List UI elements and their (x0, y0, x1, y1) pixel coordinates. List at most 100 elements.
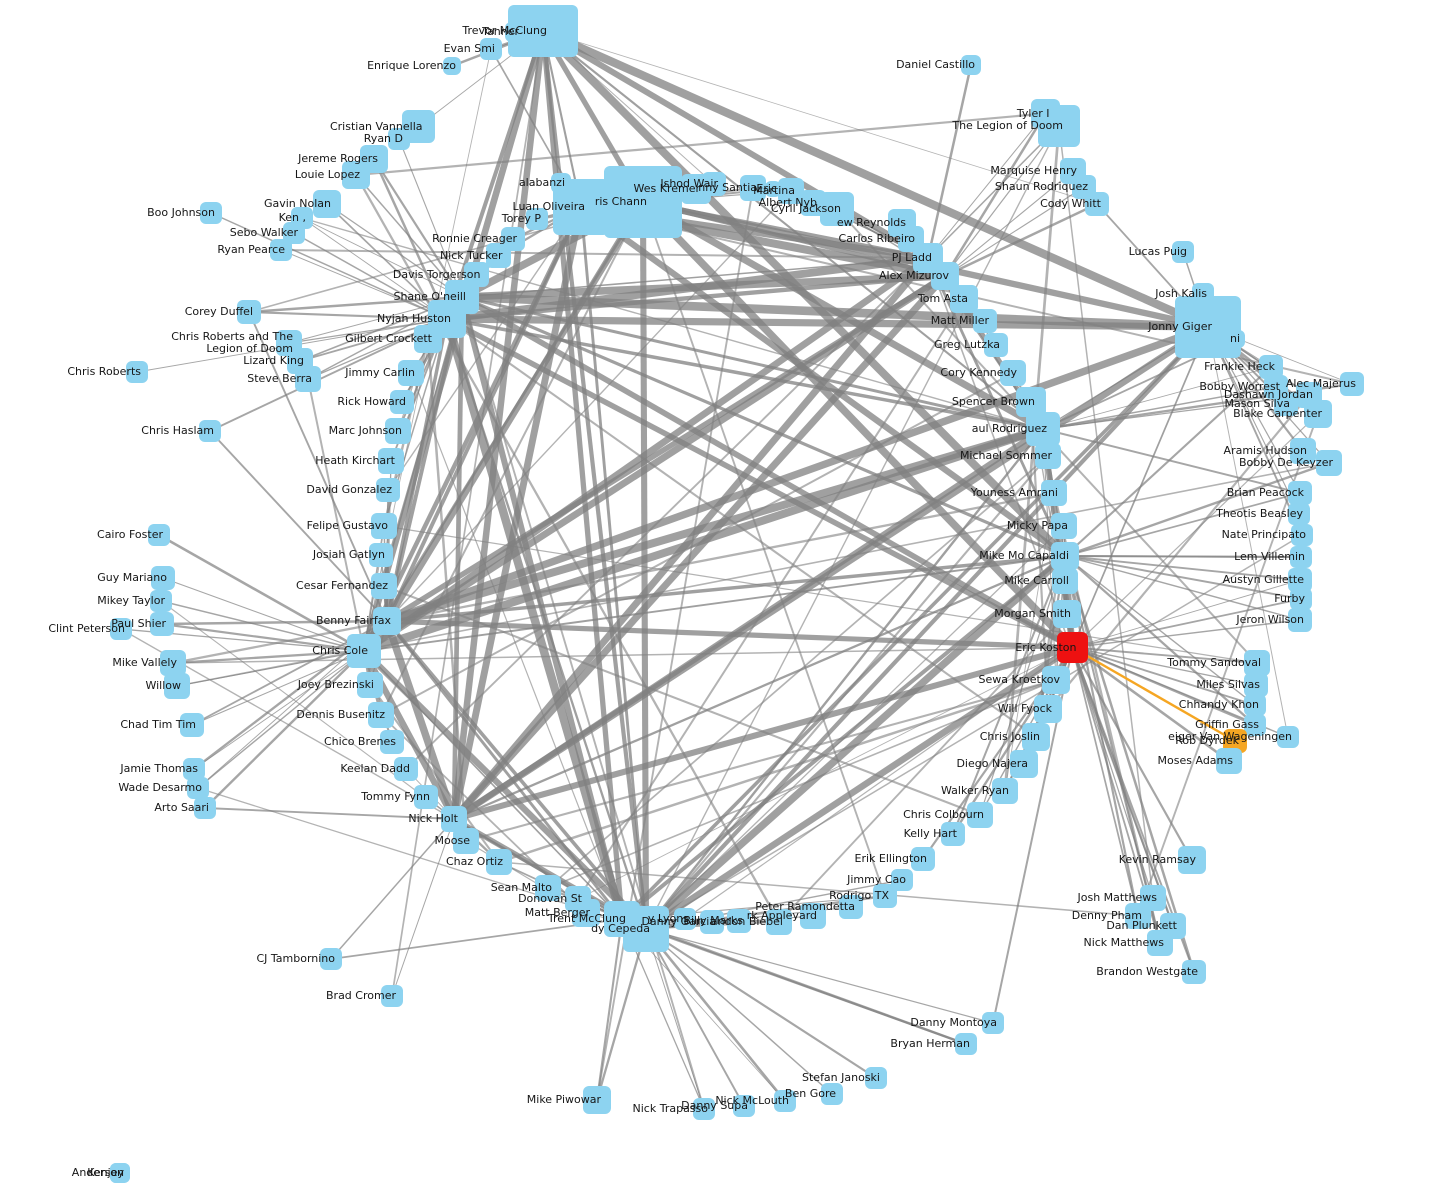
graph-node[interactable] (194, 797, 216, 819)
graph-node[interactable] (378, 448, 404, 474)
graph-node[interactable] (1026, 412, 1060, 446)
graph-node[interactable] (199, 420, 221, 442)
graph-node[interactable] (443, 57, 461, 75)
graph-node[interactable] (388, 128, 410, 150)
graph-node[interactable] (486, 849, 512, 875)
graph-node[interactable] (1042, 666, 1070, 694)
graph-node[interactable] (376, 478, 400, 502)
graph-node[interactable] (183, 758, 205, 780)
graph-node[interactable] (873, 884, 897, 908)
graph-node[interactable] (961, 55, 981, 75)
graph-node[interactable] (148, 524, 170, 546)
graph-node[interactable] (486, 243, 511, 268)
graph-node[interactable] (1178, 846, 1206, 874)
graph-node[interactable] (390, 390, 414, 414)
graph-node[interactable] (992, 778, 1018, 804)
graph-node[interactable] (151, 566, 175, 590)
graph-node[interactable] (973, 309, 997, 333)
graph-node[interactable] (453, 828, 479, 854)
graph-node[interactable] (1340, 372, 1364, 396)
graph-node[interactable] (984, 333, 1008, 357)
graph-node[interactable] (380, 730, 404, 754)
graph-node[interactable] (1227, 330, 1245, 348)
graph-node[interactable] (1125, 903, 1151, 929)
graph-node[interactable] (702, 172, 726, 196)
graph-node[interactable] (1034, 695, 1062, 723)
graph-node[interactable] (1274, 392, 1298, 416)
graph-node[interactable] (441, 806, 467, 832)
graph-node[interactable] (1085, 192, 1109, 216)
graph-node[interactable] (394, 757, 418, 781)
graph-node[interactable] (604, 166, 682, 238)
graph-node[interactable] (693, 1098, 715, 1120)
graph-node[interactable] (955, 1033, 977, 1055)
graph-node[interactable] (1010, 750, 1038, 778)
graph-node[interactable] (371, 573, 397, 599)
graph-node[interactable] (1244, 714, 1266, 736)
graph-node[interactable] (535, 875, 561, 901)
graph-node[interactable] (414, 785, 438, 809)
graph-node[interactable] (187, 777, 209, 799)
graph-node[interactable] (1000, 360, 1026, 386)
graph-node[interactable] (1244, 650, 1270, 676)
graph-node[interactable] (414, 325, 442, 353)
graph-node[interactable] (572, 899, 600, 927)
graph-node[interactable] (150, 590, 172, 612)
graph-node[interactable] (1052, 568, 1078, 594)
graph-node[interactable] (800, 903, 826, 929)
graph-node[interactable] (740, 175, 766, 201)
graph-node[interactable] (821, 1083, 843, 1105)
graph-node[interactable] (583, 1086, 611, 1114)
graph-node[interactable] (950, 285, 978, 313)
graph-node[interactable] (320, 948, 342, 970)
graph-node[interactable] (369, 543, 393, 567)
graph-node[interactable] (398, 360, 424, 386)
graph-node[interactable] (342, 161, 370, 189)
graph-node[interactable] (164, 673, 190, 699)
graph-node[interactable] (839, 895, 863, 919)
graph-node[interactable] (1147, 930, 1173, 956)
graph-node[interactable] (727, 909, 751, 933)
graph-node[interactable] (778, 178, 804, 204)
graph-node[interactable] (1244, 673, 1268, 697)
graph-node[interactable] (1316, 450, 1342, 476)
graph-node[interactable] (1290, 438, 1316, 464)
graph-node[interactable] (505, 22, 525, 42)
graph-node[interactable] (1290, 588, 1312, 610)
graph-node[interactable] (480, 38, 502, 60)
graph-node[interactable] (911, 847, 935, 871)
graph-node[interactable] (237, 300, 261, 324)
graph-node[interactable] (1051, 513, 1077, 539)
graph-node[interactable] (1277, 726, 1299, 748)
graph-node[interactable] (283, 222, 305, 244)
graph-node[interactable] (526, 208, 548, 230)
graph-node[interactable] (110, 618, 132, 640)
graph-node[interactable] (381, 985, 403, 1007)
graph-node[interactable] (1175, 296, 1241, 358)
graph-node[interactable] (200, 202, 222, 224)
graph-node[interactable] (1182, 960, 1206, 984)
graph-node[interactable] (1291, 524, 1313, 546)
graph-node[interactable] (941, 822, 965, 846)
graph-node[interactable] (126, 361, 148, 383)
graph-node[interactable] (368, 702, 394, 728)
graph-node[interactable] (1057, 632, 1088, 663)
graph-node[interactable] (1290, 546, 1312, 568)
graph-node[interactable] (1051, 542, 1079, 570)
graph-node[interactable] (1172, 241, 1194, 263)
graph-node[interactable] (1288, 503, 1310, 525)
graph-node[interactable] (295, 366, 321, 392)
graph-node[interactable] (674, 908, 696, 930)
graph-node[interactable] (865, 1067, 887, 1089)
graph-node[interactable] (180, 713, 204, 737)
graph-node[interactable] (150, 612, 174, 636)
graph-node[interactable] (1304, 400, 1332, 428)
graph-node[interactable] (891, 869, 913, 891)
graph-node[interactable] (1022, 723, 1050, 751)
graph-node[interactable] (160, 650, 186, 676)
graph-node[interactable] (1035, 443, 1061, 469)
graph-node[interactable] (765, 181, 781, 197)
graph-node[interactable] (700, 910, 724, 934)
graph-node[interactable] (385, 418, 411, 444)
graph-node[interactable] (967, 802, 993, 828)
